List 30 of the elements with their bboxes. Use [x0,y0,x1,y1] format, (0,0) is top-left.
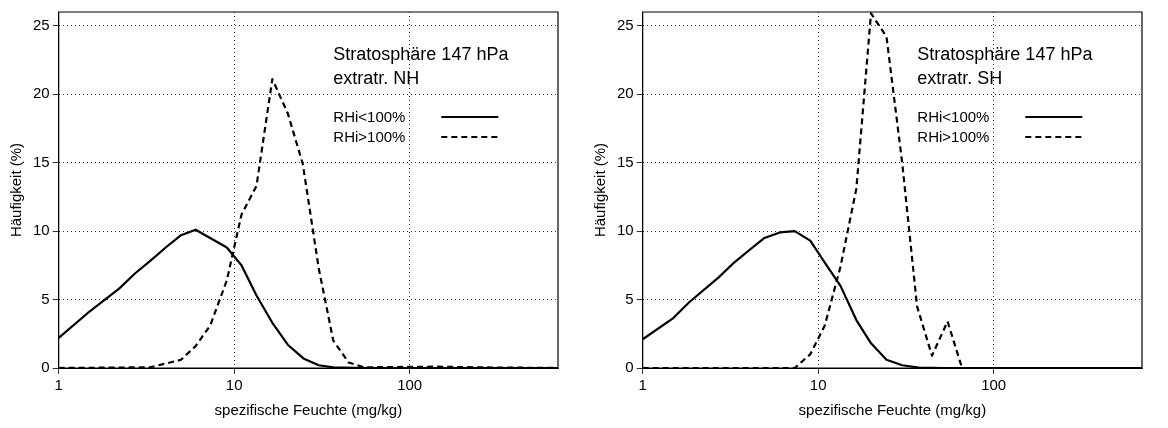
annotation: extratr. NH [333,68,420,88]
legend-label: RHi>100% [917,128,990,145]
x-tick-label: 1 [54,376,63,394]
x-tick-label: 10 [225,376,243,394]
y-tick-label: 25 [617,15,634,33]
y-tick-label: 10 [617,221,634,239]
y-tick-label: 0 [625,358,634,376]
y-tick-label: 5 [625,289,634,307]
legend-label: RHi<100% [333,108,406,125]
y-tick-label: 10 [33,221,50,239]
x-axis-title: spezifische Feuchte (mg/kg) [214,401,403,419]
annotation: Stratosphäre 147 hPa [917,44,1094,64]
x-tick-label: 100 [981,376,1007,394]
y-axis-title: Häufigkeit (%) [591,142,609,238]
legend-label: RHi<100% [917,108,990,125]
x-axis-title: spezifische Feuchte (mg/kg) [798,401,987,419]
x-tick-label: 100 [397,376,423,394]
annotation: Stratosphäre 147 hPa [333,44,510,64]
y-tick-label: 25 [33,15,50,33]
annotation: extratr. SH [917,68,1003,88]
y-tick-label: 15 [617,152,634,170]
x-tick-label: 1 [638,376,647,394]
y-tick-label: 20 [33,84,50,102]
y-tick-label: 20 [617,84,634,102]
y-tick-label: 15 [33,152,50,170]
y-tick-label: 0 [41,358,50,376]
y-axis-title: Häufigkeit (%) [7,142,25,238]
x-tick-label: 10 [809,376,827,394]
legend-label: RHi>100% [333,128,406,145]
y-tick-label: 5 [41,289,50,307]
